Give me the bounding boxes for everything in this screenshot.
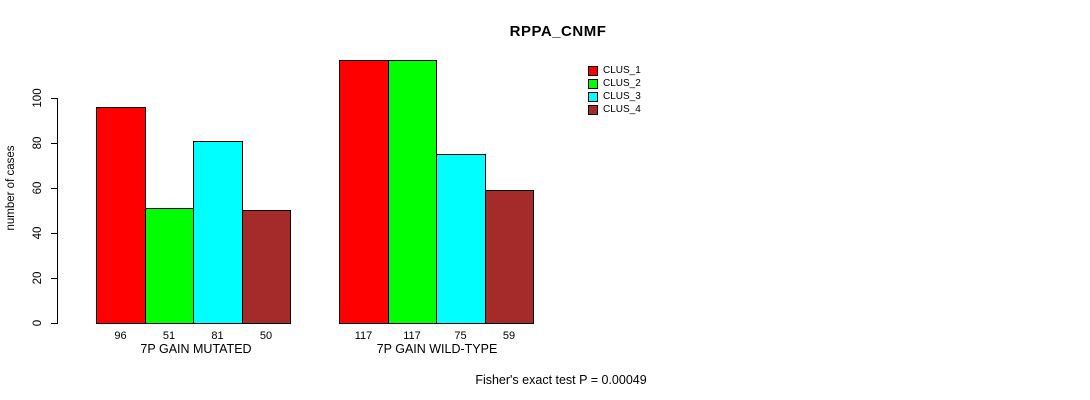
legend-row-clus-2: CLUS_2 xyxy=(588,77,641,90)
legend-label-clus-3: CLUS_3 xyxy=(603,91,641,102)
bar-value-label: 75 xyxy=(454,330,467,342)
bar-clus_2-group2 xyxy=(388,60,437,324)
legend-row-clus-3: CLUS_3 xyxy=(588,90,641,103)
bar-value-label: 96 xyxy=(114,330,127,342)
y-tick xyxy=(51,188,57,189)
bar-value-label: 50 xyxy=(259,330,273,342)
y-tick-label: 100 xyxy=(32,88,44,108)
y-tick-label: 60 xyxy=(32,181,44,195)
legend: CLUS_1 CLUS_2 CLUS_3 CLUS_4 xyxy=(588,64,641,116)
y-tick xyxy=(51,98,57,99)
legend-swatch-clus-3-icon xyxy=(588,91,598,102)
y-tick xyxy=(51,143,57,144)
legend-row-clus-1: CLUS_1 xyxy=(588,64,641,77)
chart-title: RPPA_CNMF xyxy=(509,23,607,40)
x-group-label-wild-type: 7P GAIN WILD-TYPE xyxy=(376,342,498,356)
annotation-fisher-test: Fisher's exact test P = 0.00049 xyxy=(475,373,647,387)
legend-label-clus-2: CLUS_2 xyxy=(603,78,641,89)
y-axis-line xyxy=(57,98,58,324)
bar-value-label: 81 xyxy=(211,330,224,342)
bar-value-label: 59 xyxy=(502,330,516,342)
x-group-label-mutated: 7P GAIN MUTATED xyxy=(140,342,252,356)
bar-clus_1-group1 xyxy=(96,107,146,324)
bar-clus_1-group2 xyxy=(339,60,389,324)
legend-swatch-clus-2-icon xyxy=(588,78,598,89)
y-tick-label: 20 xyxy=(32,271,44,285)
legend-label-clus-1: CLUS_1 xyxy=(603,65,641,76)
bar-clus_2-group1 xyxy=(145,208,194,324)
legend-swatch-clus-1-icon xyxy=(588,65,598,76)
bar-clus_3-group1 xyxy=(193,141,243,324)
bar-value-label: 117 xyxy=(403,330,421,342)
bar-value-label: 51 xyxy=(162,330,176,342)
y-tick-label: 80 xyxy=(32,136,44,150)
y-tick-label: 0 xyxy=(32,319,44,327)
legend-row-clus-4: CLUS_4 xyxy=(588,103,641,116)
y-axis-label: number of cases xyxy=(5,145,17,231)
bar-clus_3-group2 xyxy=(436,154,486,324)
bar-value-label: 117 xyxy=(354,330,373,342)
y-tick xyxy=(51,278,57,279)
y-tick xyxy=(51,233,57,234)
legend-label-clus-4: CLUS_4 xyxy=(603,104,641,115)
y-tick xyxy=(51,323,57,324)
legend-swatch-clus-4-icon xyxy=(588,104,598,115)
bar-clus_4-group1 xyxy=(242,210,291,324)
y-tick-label: 40 xyxy=(32,226,44,240)
bar-clus_4-group2 xyxy=(485,190,534,324)
